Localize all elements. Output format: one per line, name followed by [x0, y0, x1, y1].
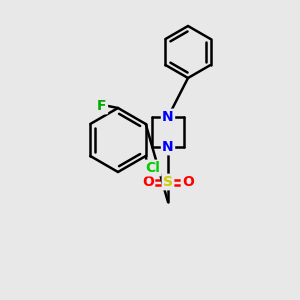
Text: Cl: Cl — [145, 161, 160, 175]
Text: N: N — [162, 140, 174, 154]
Text: N: N — [162, 110, 174, 124]
Text: O: O — [142, 175, 154, 189]
Text: O: O — [182, 175, 194, 189]
Text: F: F — [97, 99, 107, 113]
Text: S: S — [163, 175, 173, 189]
